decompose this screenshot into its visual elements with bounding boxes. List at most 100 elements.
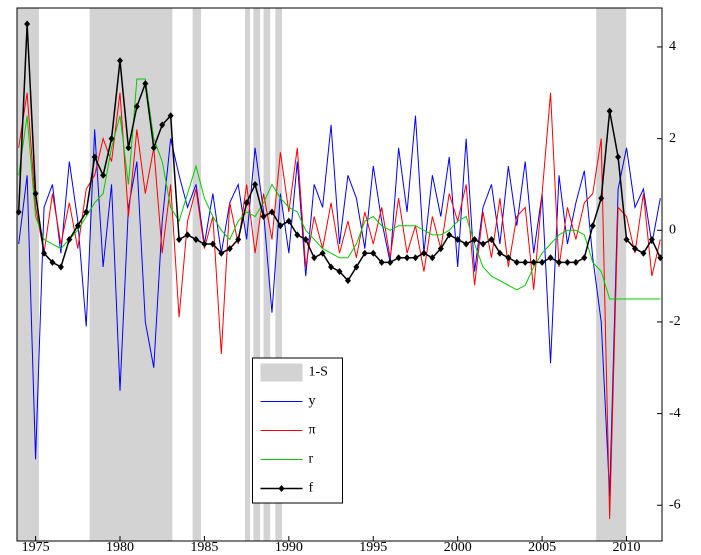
shaded-band [244, 8, 251, 541]
marker [640, 249, 647, 257]
marker [192, 235, 199, 243]
marker [268, 208, 275, 216]
x-tick-label: 2005 [528, 540, 556, 555]
marker [100, 171, 107, 179]
marker [218, 249, 225, 257]
marker [471, 235, 478, 243]
marker [598, 194, 605, 202]
marker [201, 240, 208, 248]
series-line [18, 92, 661, 520]
series-line [18, 115, 661, 497]
marker [513, 258, 520, 266]
marker [344, 277, 351, 285]
marker [184, 231, 191, 239]
x-tick-label: 1995 [359, 540, 387, 555]
marker [353, 263, 360, 271]
marker [116, 57, 123, 65]
marker [496, 249, 503, 257]
shaded-band [263, 8, 271, 541]
marker [302, 235, 309, 243]
marker [41, 249, 48, 257]
marker [319, 249, 326, 257]
shaded-band [275, 8, 283, 541]
shaded-band [192, 8, 202, 541]
y-tick-label: 0 [669, 222, 676, 237]
marker [648, 235, 655, 243]
marker [547, 254, 554, 262]
marker [167, 112, 174, 120]
marker [142, 80, 149, 88]
x-tick-label: 2000 [444, 540, 472, 555]
y-tick-label: 2 [669, 131, 676, 146]
legend-marker [278, 485, 285, 492]
marker [83, 208, 90, 216]
x-tick-label: 2010 [613, 540, 641, 555]
x-tick-label: 1975 [22, 540, 50, 555]
x-tick-label: 1985 [190, 540, 218, 555]
marker [530, 258, 537, 266]
marker [387, 258, 394, 266]
marker [260, 213, 267, 221]
marker [235, 235, 242, 243]
marker [159, 121, 166, 129]
marker [404, 254, 411, 262]
marker [24, 20, 31, 28]
marker [108, 135, 115, 143]
marker [328, 263, 335, 271]
marker [564, 258, 571, 266]
series-line [18, 78, 661, 300]
legend-label: f [309, 481, 314, 496]
marker [522, 258, 529, 266]
marker [589, 222, 596, 230]
marker [581, 254, 588, 262]
marker [454, 235, 461, 243]
marker [446, 231, 453, 239]
marker [74, 222, 81, 230]
marker [125, 144, 132, 152]
marker [606, 107, 613, 115]
marker [91, 153, 98, 161]
legend-label: y [309, 394, 316, 409]
marker [480, 240, 487, 248]
marker [294, 231, 301, 239]
y-tick-label: 4 [669, 39, 676, 54]
legend-label: π [309, 423, 316, 438]
marker [277, 222, 284, 230]
marker [361, 249, 368, 257]
shaded-band [253, 8, 261, 541]
marker [209, 240, 216, 248]
marker [429, 254, 436, 262]
legend-label: 1-S [309, 365, 328, 380]
y-tick-label: -6 [669, 497, 681, 512]
marker [505, 254, 512, 262]
marker [66, 235, 73, 243]
marker [252, 180, 259, 188]
marker [556, 258, 563, 266]
marker [463, 240, 470, 248]
y-tick-label: -2 [669, 314, 681, 329]
marker [243, 199, 250, 207]
marker [420, 249, 427, 257]
shaded-band [17, 8, 39, 541]
marker [150, 144, 157, 152]
marker [572, 258, 579, 266]
marker [378, 258, 385, 266]
marker [32, 190, 39, 198]
marker [395, 254, 402, 262]
x-tick-label: 1980 [106, 540, 134, 555]
marker [539, 258, 546, 266]
marker [488, 235, 495, 243]
marker [437, 245, 444, 253]
legend-label: r [309, 452, 314, 467]
marker [57, 263, 64, 271]
marker [336, 268, 343, 276]
y-tick-label: -4 [669, 406, 681, 421]
marker [311, 254, 318, 262]
marker [133, 103, 140, 111]
legend-swatch [260, 363, 303, 382]
marker [615, 153, 622, 161]
shaded-band [89, 8, 173, 541]
marker [370, 249, 377, 257]
